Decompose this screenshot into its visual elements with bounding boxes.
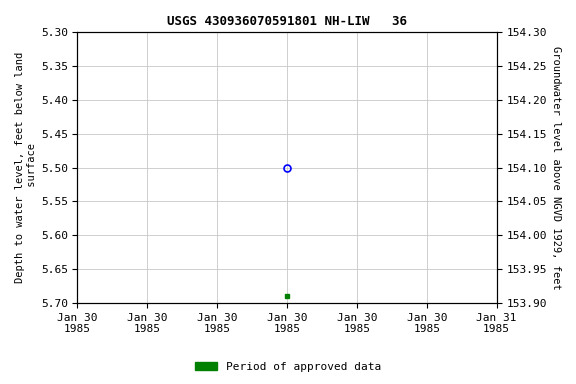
Legend: Period of approved data: Period of approved data <box>191 358 385 377</box>
Title: USGS 430936070591801 NH-LIW   36: USGS 430936070591801 NH-LIW 36 <box>167 15 407 28</box>
Y-axis label: Groundwater level above NGVD 1929, feet: Groundwater level above NGVD 1929, feet <box>551 46 561 290</box>
Y-axis label: Depth to water level, feet below land
 surface: Depth to water level, feet below land su… <box>15 52 37 283</box>
